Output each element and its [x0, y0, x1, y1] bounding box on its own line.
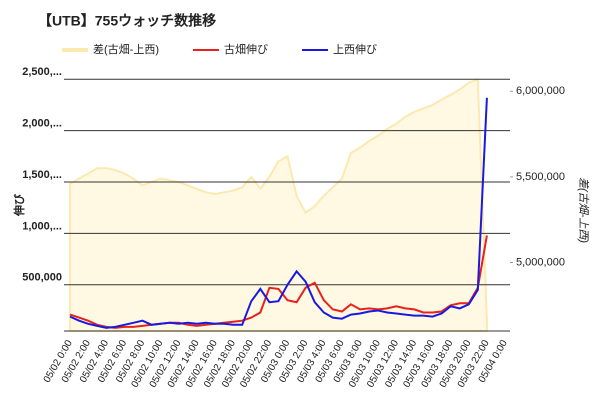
- legend-label: 差(古畑-上西): [93, 42, 159, 56]
- y2-tick-label: 5,500,000: [516, 171, 565, 183]
- y2-tick-label: 5,000,000: [516, 256, 565, 268]
- line: [69, 97, 488, 329]
- chart-title: 【UTB】755ウォッチ数推移: [38, 13, 216, 29]
- area: [69, 77, 488, 332]
- y-axis-title: 伸び: [12, 193, 26, 217]
- y-tick-label: 1,000,...: [22, 220, 62, 232]
- y-tick-label: 2,500,...: [22, 66, 62, 78]
- line: [69, 235, 488, 329]
- y-tick-label: 500,000: [22, 272, 62, 284]
- legend-label: 上西伸び: [333, 43, 377, 56]
- y-tick-label: 2,000,...: [22, 118, 62, 130]
- legend-label: 古畑伸び: [224, 43, 268, 56]
- y2-axis-title: 差(古畑-上西): [577, 177, 590, 243]
- y-tick-label: 1,500,...: [22, 169, 62, 181]
- y2-tick-label: 6,000,000: [516, 85, 565, 97]
